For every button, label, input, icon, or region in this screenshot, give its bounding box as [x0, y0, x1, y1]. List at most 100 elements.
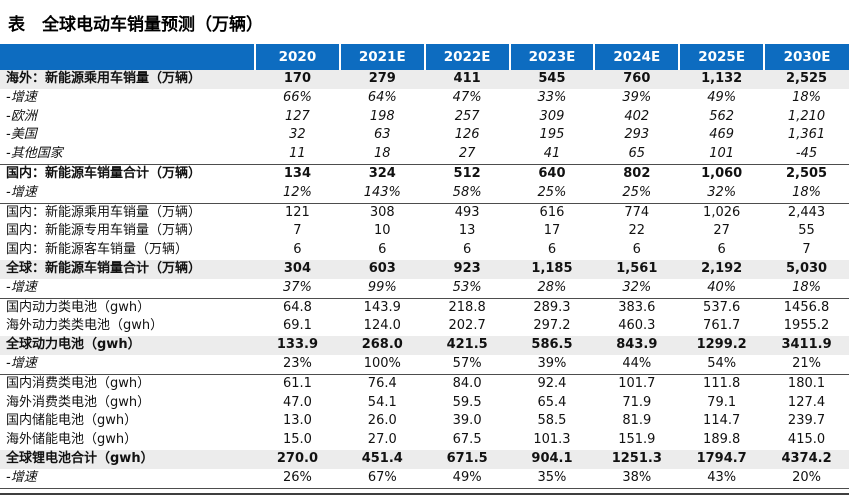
table-bottom-rule	[0, 492, 849, 495]
value-cell: 41	[509, 145, 595, 165]
value-cell: 76.4	[367, 375, 397, 391]
value-cell: 133.9	[276, 337, 318, 353]
value-cell: 421.5	[446, 337, 488, 353]
value-cell: 2,192	[701, 260, 743, 276]
table-body: 海外：新能源乘用车销量（万辆） 170 279 411 545 760 1,132 2,525…	[0, 70, 849, 489]
value-cell: 37%	[255, 278, 340, 299]
row-label: 全球锂电池合计（gwh）	[6, 450, 154, 466]
row-label: -美国	[6, 127, 37, 143]
value-cell: 270.0	[276, 450, 318, 466]
value-cell: 126	[454, 127, 480, 143]
value-cell: 218.8	[448, 299, 486, 315]
row-label: -增速	[0, 468, 256, 489]
row-label: 国内消费类电池（gwh）	[6, 375, 151, 391]
value-cell: 1794.7	[696, 450, 747, 466]
value-cell: 640	[538, 165, 566, 181]
table-row: 全球动力电池（gwh） 133.9 268.0 421.5 586.5 843.9 1299…	[0, 336, 849, 355]
row-label: -增速	[0, 183, 256, 204]
value-cell: 65	[594, 145, 680, 165]
table-row: -增速 23% 100% 57% 39% 44% 54% 21%	[0, 354, 849, 375]
value-cell: 7	[293, 223, 302, 239]
row-label: 海外消费类电池（gwh）	[6, 394, 151, 410]
value-cell: 18%	[764, 278, 849, 299]
value-cell: 904.1	[531, 450, 573, 466]
value-cell: 81.9	[622, 413, 652, 429]
table-title: 表 全球电动车销量预测（万辆）	[8, 15, 263, 35]
value-cell: 460.3	[618, 318, 656, 334]
value-cell: 65.4	[537, 394, 567, 410]
value-cell: 1251.3	[611, 450, 662, 466]
table-row: 全球：新能源车销量合计（万辆） 304 603 923 1,185 1,561 2,192 5…	[0, 259, 849, 279]
table-row: 海外：新能源乘用车销量（万辆） 170 279 411 545 760 1,132 2,525	[0, 70, 849, 89]
value-cell: 47%	[452, 89, 482, 105]
value-cell: 61.1	[282, 375, 312, 391]
value-cell: 101.7	[618, 375, 656, 391]
value-cell: 843.9	[616, 337, 658, 353]
value-cell: 170	[283, 71, 311, 86]
value-cell: 54.1	[367, 394, 397, 410]
value-cell: 18%	[764, 183, 849, 204]
value-cell: 268.0	[361, 337, 403, 353]
table-row: 海外储能电池（gwh） 15.0 27.0 67.5 101.3 151.9 189.8 41…	[0, 431, 849, 450]
row-label: 海外：新能源乘用车销量（万辆）	[6, 71, 202, 86]
row-label: -增速	[0, 278, 256, 299]
value-cell: 44%	[594, 354, 680, 375]
value-cell: 189.8	[703, 432, 741, 448]
table-row: 全球锂电池合计（gwh） 270.0 451.4 671.5 904.1 1251.3 17…	[0, 449, 849, 469]
row-label: 海外储能电池（gwh）	[6, 432, 138, 448]
value-cell: 493	[454, 204, 480, 220]
table-row: 国内动力类电池（gwh） 64.8 143.9 218.8 289.3 383.6 537.…	[0, 298, 849, 317]
value-cell: 257	[454, 108, 480, 124]
value-cell: 54%	[679, 354, 765, 375]
table-row: -增速 12% 143% 58% 25% 25% 32% 18%	[0, 183, 849, 204]
header-row: 2020 2021E 2022E 2023E 2024E 2025E 2030E	[0, 44, 849, 70]
value-cell: 1,132	[701, 71, 743, 86]
value-cell: 2,525	[785, 71, 828, 86]
value-cell: 59.5	[452, 394, 482, 410]
table-row: -增速 26% 67% 49% 35% 38% 43% 20%	[0, 468, 849, 489]
row-label: 全球：新能源车销量合计（万辆）	[6, 260, 202, 276]
row-label: -其他国家	[0, 145, 256, 165]
value-cell: 53%	[424, 278, 510, 299]
table-row: 国内：新能源专用车销量（万辆） 7 10 13 17 22 27 55	[0, 222, 849, 241]
value-cell: 38%	[594, 468, 680, 489]
value-cell: 127	[285, 108, 310, 124]
value-cell: 6	[378, 242, 387, 258]
value-cell: 1,561	[616, 260, 658, 276]
value-cell: 127.4	[787, 394, 826, 410]
value-cell: 603	[368, 260, 396, 276]
value-cell: 545	[538, 71, 566, 86]
column-header-2021e: 2021E	[338, 44, 425, 70]
value-cell: 22	[628, 223, 646, 239]
value-cell: 111.8	[703, 375, 741, 391]
value-cell: 27	[424, 145, 510, 165]
value-cell: 6	[547, 242, 557, 258]
value-cell: 324	[368, 165, 396, 181]
value-cell: 124.0	[363, 318, 401, 334]
value-cell: 32	[289, 127, 306, 143]
value-cell: 11	[255, 145, 340, 165]
column-header-2023e: 2023E	[508, 44, 595, 70]
column-header-2020: 2020	[254, 44, 340, 70]
table-row: 国内消费类电池（gwh） 61.1 76.4 84.0 92.4 101.7 111.8 18…	[0, 374, 849, 393]
table-row: 海外消费类电池（gwh） 47.0 54.1 59.5 65.4 71.9 79.1 127.…	[0, 394, 849, 413]
value-cell: 32%	[594, 278, 680, 299]
value-cell: 308	[369, 204, 395, 220]
value-cell: 32%	[679, 183, 765, 204]
value-cell: 71.9	[622, 394, 652, 410]
value-cell: 293	[624, 127, 650, 143]
value-cell: 415.0	[787, 432, 826, 448]
value-cell: 12%	[255, 183, 340, 204]
value-cell: 57%	[424, 354, 510, 375]
value-cell: 180.1	[787, 375, 826, 391]
value-cell: 1955.2	[783, 318, 830, 334]
value-cell: 92.4	[537, 375, 567, 391]
column-header-2022e: 2022E	[423, 44, 510, 70]
value-cell: 134	[283, 165, 311, 181]
value-cell: 304	[283, 260, 311, 276]
value-cell: 25%	[509, 183, 595, 204]
value-cell: 239.7	[787, 413, 826, 429]
table-row: 国内：新能源客车销量（万辆） 6 6 6 6 6 6 7	[0, 241, 849, 260]
table-row: 国内：新能源车销量合计（万辆） 134 324 512 640 802 1,060 2,505	[0, 164, 849, 183]
value-cell: 143%	[339, 183, 425, 204]
